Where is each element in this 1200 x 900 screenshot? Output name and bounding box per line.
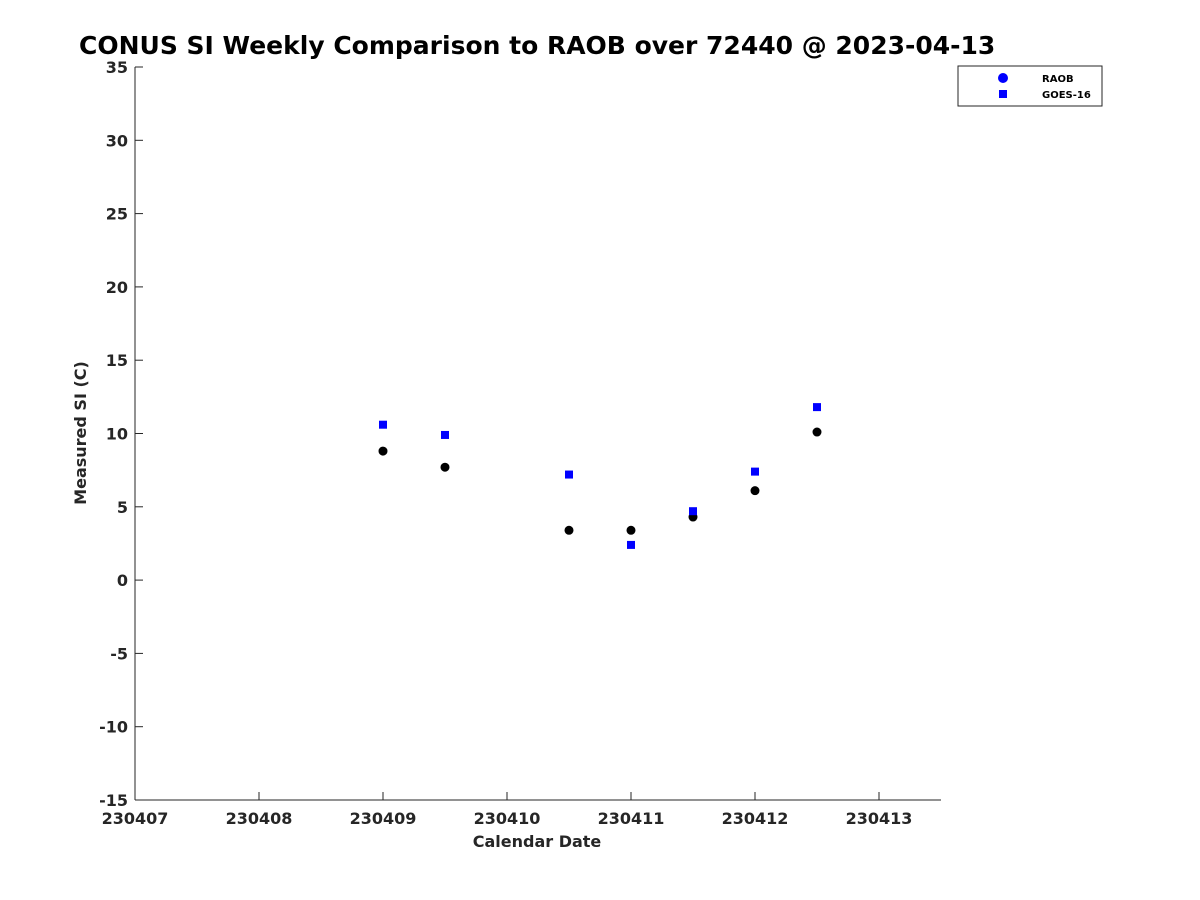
data-points [378,403,822,549]
y-tick-label: 30 [106,131,128,150]
y-axis-label: Measured SI (C) [71,361,90,505]
y-tick-label: 25 [106,205,128,224]
x-tick-label: 230407 [102,809,169,828]
raob-point [440,462,450,472]
legend-box [957,65,1103,107]
y-tick-label: -5 [110,644,128,663]
x-tick-label: 230411 [598,809,665,828]
y-ticks: -15 -10 -5 0 5 10 15 20 25 30 35 [99,58,143,810]
y-tick-label: 20 [106,278,128,297]
chart-title: CONUS SI Weekly Comparison to RAOB over … [79,31,995,60]
x-tick-label: 230412 [722,809,789,828]
goes-16-point [379,420,387,429]
goes-16-point [751,467,759,476]
goes-16-point [627,540,635,549]
legend-label: GOES-16 [1042,90,1091,101]
goes-16-point [813,403,821,412]
y-tick-label: 15 [106,351,128,370]
x-tick-label: 230410 [474,809,541,828]
x-ticks: 230407 230408 230409 230410 230411 230412 2304… [102,792,913,828]
legend-marker-raob [998,73,1008,83]
goes-16-point [441,430,449,439]
raob-point [750,486,760,496]
y-tick-label: 35 [106,58,128,77]
raob-point [564,525,574,535]
raob-point [812,427,822,437]
raob-point [378,446,388,456]
legend: RAOB GOES-16 [957,65,1103,107]
goes-16-point [565,470,573,479]
y-tick-label: -15 [99,791,128,810]
x-tick-label: 230413 [846,809,913,828]
y-tick-label: -10 [99,718,128,737]
x-tick-label: 230409 [350,809,417,828]
raob-point [626,525,636,535]
legend-marker-goes-16 [999,90,1007,98]
legend-label: RAOB [1042,74,1074,85]
x-tick-label: 230408 [226,809,293,828]
y-tick-label: 5 [117,498,128,517]
y-tick-label: 10 [106,425,128,444]
x-axis-label: Calendar Date [473,832,602,851]
y-tick-label: 0 [117,571,128,590]
goes-16-point [689,507,697,516]
